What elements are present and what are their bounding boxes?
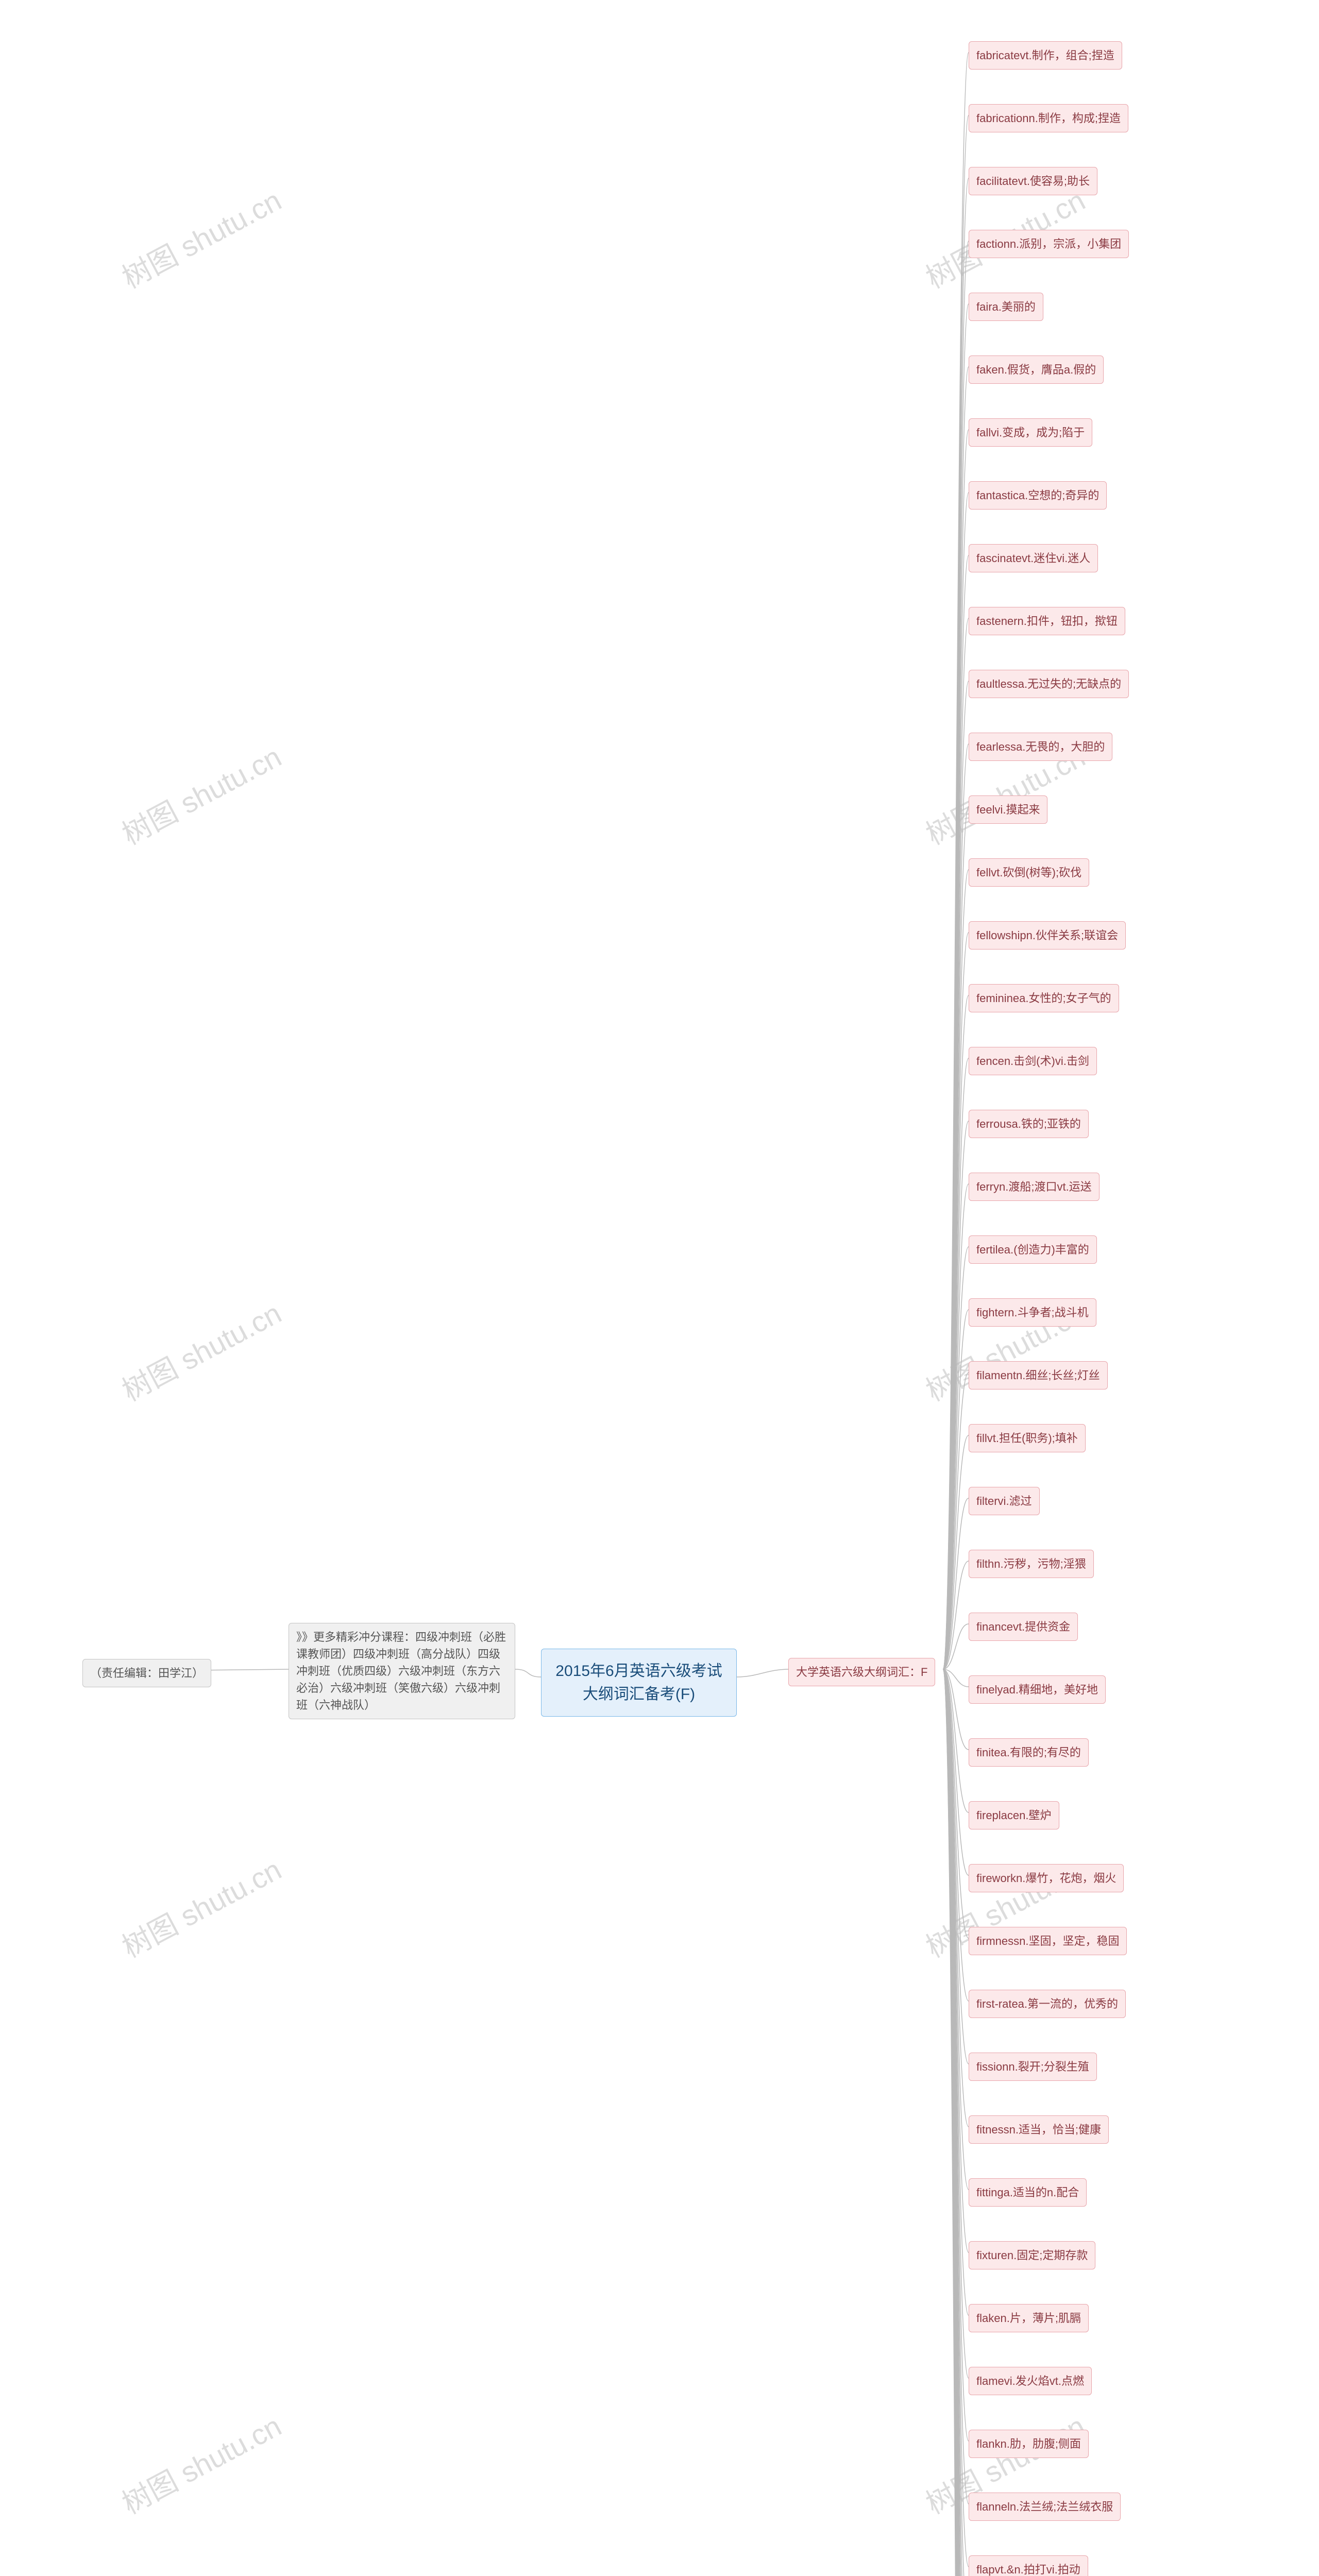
vocab-leaf: faken.假货，膺品a.假的 <box>969 355 1104 384</box>
vocab-leaf: financevt.提供资金 <box>969 1613 1078 1641</box>
vocab-leaf: fabricationn.制作，构成;捏造 <box>969 104 1128 132</box>
vocab-leaf: fissionn.裂开;分裂生殖 <box>969 2053 1097 2081</box>
vocab-leaf: flanneln.法兰绒;法兰绒衣服 <box>969 2493 1121 2521</box>
vocab-leaf: ferrousa.铁的;亚铁的 <box>969 1110 1089 1138</box>
vocab-leaf: fellowshipn.伙伴关系;联谊会 <box>969 921 1126 950</box>
left-branch-hub: 》》更多精彩冲分课程：四级冲刺班（必胜课教师团）四级冲刺班（高分战队）四级冲刺班… <box>289 1623 515 1719</box>
vocab-leaf: fillvt.担任(职务);填补 <box>969 1424 1086 1452</box>
vocab-leaf: flankn.肋，肋腹;侧面 <box>969 2430 1089 2458</box>
watermark: 树图 shutu.cn <box>114 1291 288 1410</box>
vocab-leaf: finelyad.精细地，美好地 <box>969 1675 1106 1704</box>
vocab-leaf: fearlessa.无畏的，大胆的 <box>969 733 1112 761</box>
vocab-leaf: fightern.斗争者;战斗机 <box>969 1298 1096 1327</box>
vocab-leaf: fencen.击剑(术)vi.击剑 <box>969 1047 1097 1075</box>
watermark: 树图 shutu.cn <box>114 1847 288 1966</box>
vocab-leaf: fascinatevt.迷住vi.迷人 <box>969 544 1098 572</box>
vocab-leaf: filtervi.滤过 <box>969 1487 1040 1515</box>
vocab-leaf: femininea.女性的;女子气的 <box>969 984 1119 1012</box>
vocab-leaf: firmnessn.坚固，坚定，稳固 <box>969 1927 1127 1955</box>
vocab-leaf: fitnessn.适当，恰当;健康 <box>969 2115 1109 2144</box>
right-branch-hub: 大学英语六级大纲词汇：F <box>788 1658 935 1686</box>
vocab-leaf: flapvt.&n.拍打vi.拍动 <box>969 2555 1088 2576</box>
vocab-leaf: fabricatevt.制作，组合;捏造 <box>969 41 1122 70</box>
vocab-leaf: flamevi.发火焰vt.点燃 <box>969 2367 1092 2395</box>
vocab-leaf: ferryn.渡船;渡口vt.运送 <box>969 1173 1100 1201</box>
watermark: 树图 shutu.cn <box>114 734 288 853</box>
vocab-leaf: first-ratea.第一流的，优秀的 <box>969 1990 1126 2018</box>
vocab-leaf: fireplacen.壁炉 <box>969 1801 1059 1829</box>
vocab-leaf: filthn.污秽，污物;淫猥 <box>969 1550 1094 1578</box>
vocab-leaf: factionn.派别，宗派，小集团 <box>969 230 1129 258</box>
vocab-leaf: fantastica.空想的;奇异的 <box>969 481 1107 510</box>
vocab-leaf: fellvt.砍倒(树等);砍伐 <box>969 858 1089 887</box>
vocab-leaf: faultlessa.无过失的;无缺点的 <box>969 670 1129 698</box>
watermark: 树图 shutu.cn <box>114 2403 288 2522</box>
vocab-leaf: fixturen.固定;定期存款 <box>969 2241 1095 2269</box>
vocab-leaf: fallvi.变成，成为;陷于 <box>969 418 1092 447</box>
vocab-leaf: faira.美丽的 <box>969 293 1043 321</box>
vocab-leaf: finitea.有限的;有尽的 <box>969 1738 1089 1767</box>
watermark: 树图 shutu.cn <box>114 178 288 297</box>
vocab-leaf: facilitatevt.使容易;助长 <box>969 167 1097 195</box>
vocab-leaf: feelvi.摸起来 <box>969 795 1047 824</box>
vocab-leaf: fertilea.(创造力)丰富的 <box>969 1235 1097 1264</box>
center-node: 2015年6月英语六级考试大纲词汇备考(F) <box>541 1649 737 1717</box>
vocab-leaf: fittinga.适当的n.配合 <box>969 2178 1087 2207</box>
vocab-leaf: filamentn.细丝;长丝;灯丝 <box>969 1361 1108 1389</box>
vocab-leaf: fastenern.扣件，钮扣，揿钮 <box>969 607 1125 635</box>
vocab-leaf: fireworkn.爆竹，花炮，烟火 <box>969 1864 1124 1892</box>
left-branch-leaf: （责任编辑：田学江） <box>82 1659 211 1687</box>
vocab-leaf: flaken.片，薄片;肌膈 <box>969 2304 1089 2332</box>
